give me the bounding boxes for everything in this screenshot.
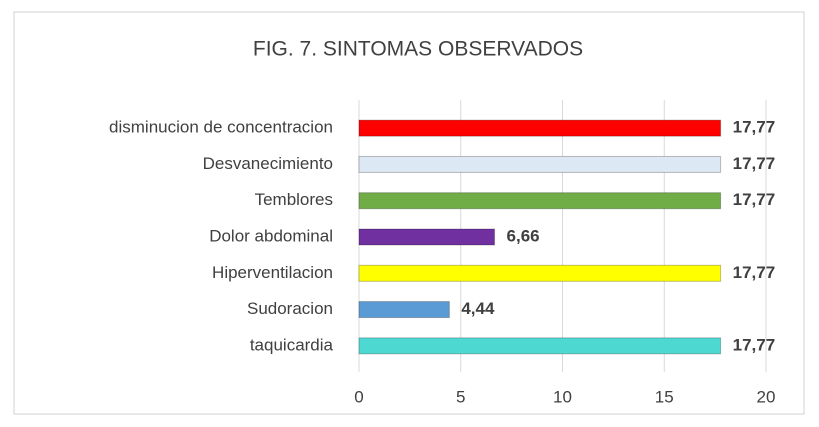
bar — [358, 155, 722, 173]
y-tick-label: Dolor abdominal — [209, 226, 333, 245]
value-label: 6,66 — [507, 226, 540, 245]
x-tick-label: 10 — [553, 387, 572, 406]
y-tick-label: Desvanecimiento — [203, 154, 333, 173]
y-tick-label: Temblores — [255, 190, 333, 209]
y-tick-label: Hiperventilacion — [212, 263, 333, 282]
bar — [358, 301, 450, 319]
x-tick-label: 0 — [354, 387, 363, 406]
bar — [358, 192, 722, 210]
y-tick-label: Sudoracion — [247, 299, 333, 318]
value-label: 17,77 — [733, 335, 776, 354]
y-tick-label: disminucion de concentracion — [109, 118, 333, 137]
y-tick-label: taquicardia — [250, 335, 334, 354]
x-tick-label: 15 — [655, 387, 674, 406]
x-tick-label: 5 — [456, 387, 465, 406]
x-tick-label: 20 — [757, 387, 776, 406]
value-label: 17,77 — [733, 263, 776, 282]
bar — [358, 228, 496, 246]
chart-title: FIG. 7. SINTOMAS OBSERVADOS — [253, 38, 583, 61]
value-label: 17,77 — [733, 118, 776, 137]
value-label: 4,44 — [461, 299, 495, 318]
value-label: 17,77 — [733, 154, 776, 173]
bar — [358, 264, 722, 282]
value-label: 17,77 — [733, 190, 776, 209]
bar — [358, 337, 722, 355]
bar — [358, 119, 722, 137]
